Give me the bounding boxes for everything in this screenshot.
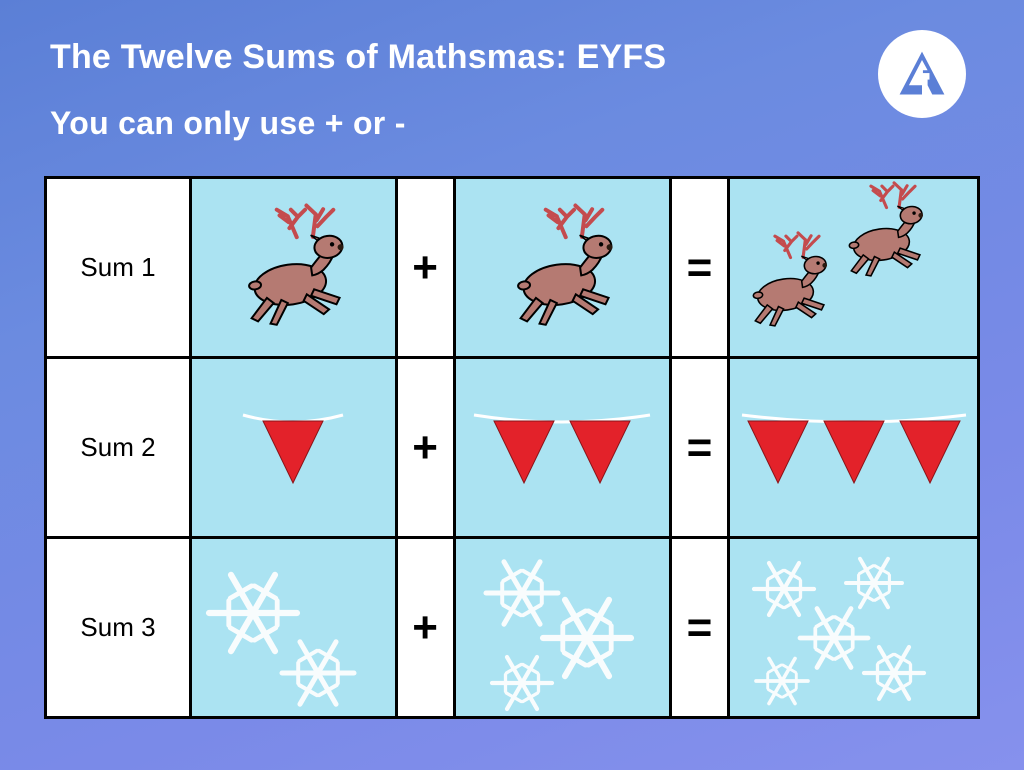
operator: + — [396, 538, 454, 718]
result — [729, 358, 979, 538]
sum-label: Sum 3 — [46, 538, 191, 718]
page-subtitle: You can only use + or - — [50, 105, 974, 142]
operand-left — [191, 358, 397, 538]
result — [729, 538, 979, 718]
equals: = — [671, 178, 729, 358]
sums-table: Sum 1 + — [44, 176, 980, 719]
operand-left — [191, 538, 397, 718]
table-row: Sum 3 + = — [46, 538, 979, 718]
operator: + — [396, 358, 454, 538]
sums-table-container: Sum 1 + — [0, 142, 1024, 719]
operator: + — [396, 178, 454, 358]
equals: = — [671, 358, 729, 538]
page-title: The Twelve Sums of Mathsmas: EYFS — [50, 38, 974, 77]
table-row: Sum 2 + = — [46, 358, 979, 538]
header: The Twelve Sums of Mathsmas: EYFS You ca… — [0, 0, 1024, 142]
equals: = — [671, 538, 729, 718]
operand-right — [454, 358, 670, 538]
operand-right — [454, 178, 670, 358]
sum-label: Sum 2 — [46, 358, 191, 538]
brand-logo — [878, 30, 966, 118]
result — [729, 178, 979, 358]
operand-left — [191, 178, 397, 358]
sum-label: Sum 1 — [46, 178, 191, 358]
table-row: Sum 1 + — [46, 178, 979, 358]
logo-a-icon — [894, 46, 950, 102]
operand-right — [454, 538, 670, 718]
